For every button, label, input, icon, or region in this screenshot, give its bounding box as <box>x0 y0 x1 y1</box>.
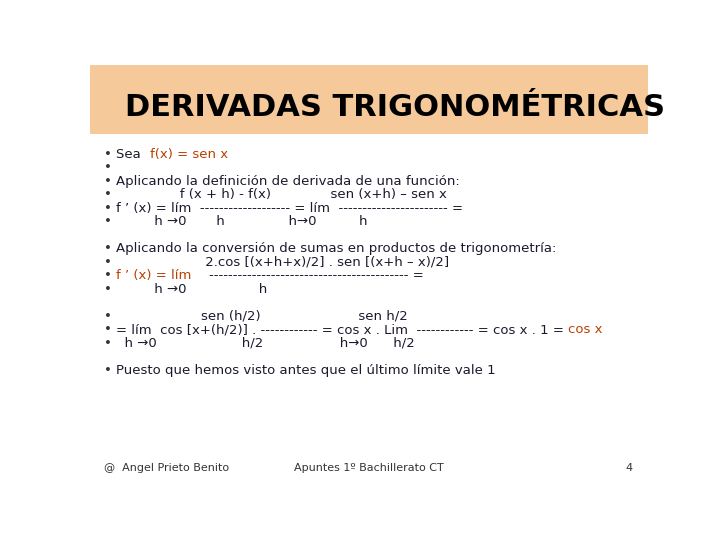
Text: Sea: Sea <box>117 148 150 161</box>
Text: 4: 4 <box>626 463 632 473</box>
Text: Aplicando la definición de derivada de una función:: Aplicando la definición de derivada de u… <box>117 175 460 188</box>
Text: •: • <box>104 269 112 282</box>
Text: •: • <box>104 323 112 336</box>
Text: h →0       h               h→0          h: h →0 h h→0 h <box>117 215 368 228</box>
Text: •: • <box>104 283 112 296</box>
Bar <box>90 65 648 134</box>
Text: = lím  cos [x+(h/2)] . ------------ = cos x . Lim  ------------ = cos x . 1 =: = lím cos [x+(h/2)] . ------------ = cos… <box>117 323 569 336</box>
Text: 2.cos [(x+h+x)/2] . sen [(x+h – x)/2]: 2.cos [(x+h+x)/2] . sen [(x+h – x)/2] <box>117 256 449 269</box>
Text: f ’ (x) = lím: f ’ (x) = lím <box>117 269 192 282</box>
Text: f ’ (x) = lím  ------------------- = lím  ----------------------- =: f ’ (x) = lím ------------------- = lím … <box>117 202 464 215</box>
Text: Apuntes 1º Bachillerato CT: Apuntes 1º Bachillerato CT <box>294 463 444 473</box>
Text: Aplicando la conversión de sumas en productos de trigonometría:: Aplicando la conversión de sumas en prod… <box>117 242 557 255</box>
Text: ------------------------------------------ =: ----------------------------------------… <box>192 269 423 282</box>
Text: •: • <box>104 336 112 349</box>
Text: •: • <box>104 215 112 228</box>
Text: •: • <box>104 175 112 188</box>
Text: h →0                    h/2                  h→0      h/2: h →0 h/2 h→0 h/2 <box>117 336 415 349</box>
Text: sen (h/2)                       sen h/2: sen (h/2) sen h/2 <box>117 309 408 323</box>
Text: f(x) = sen x: f(x) = sen x <box>150 148 228 161</box>
Text: cos x: cos x <box>569 323 603 336</box>
Text: •: • <box>104 148 112 161</box>
Text: h →0                 h: h →0 h <box>117 283 268 296</box>
Text: DERIVADAS TRIGONOMÉTRICAS: DERIVADAS TRIGONOMÉTRICAS <box>125 93 665 122</box>
Text: •: • <box>104 309 112 323</box>
Text: •: • <box>104 161 112 174</box>
Text: •: • <box>104 202 112 215</box>
Text: •: • <box>104 188 112 201</box>
Text: •: • <box>104 256 112 269</box>
Text: •: • <box>104 363 112 376</box>
Text: @  Angel Prieto Benito: @ Angel Prieto Benito <box>104 463 229 473</box>
Text: •: • <box>104 242 112 255</box>
Text: Puesto que hemos visto antes que el último límite vale 1: Puesto que hemos visto antes que el últi… <box>117 363 496 376</box>
Text: f (x + h) - f(x)              sen (x+h) – sen x: f (x + h) - f(x) sen (x+h) – sen x <box>117 188 447 201</box>
